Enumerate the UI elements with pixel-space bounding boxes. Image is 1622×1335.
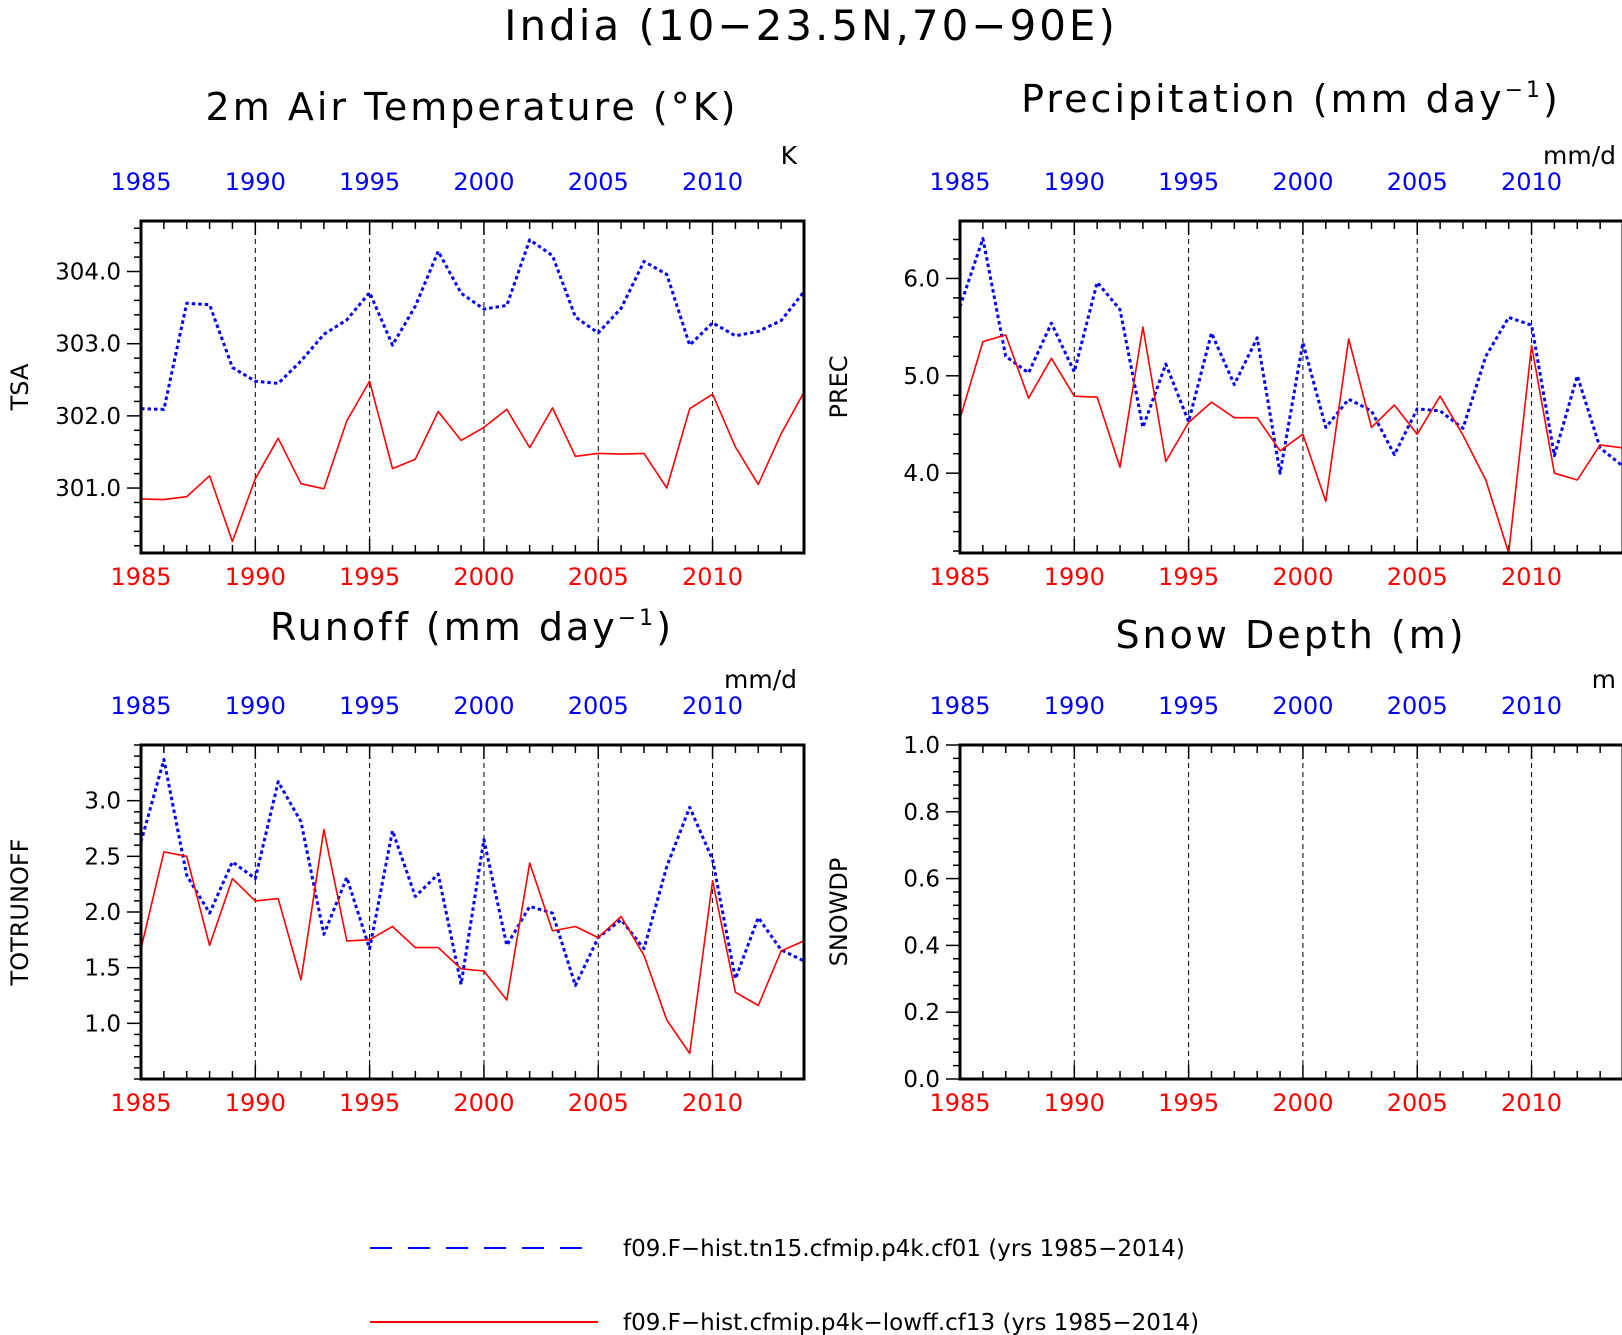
- x-tick-label-bottom: 2005: [1387, 1089, 1448, 1117]
- y-tick-label: 0.6: [903, 867, 940, 893]
- units-label: mm/d: [724, 665, 797, 694]
- panel-precipitation: Precipitation (mm day−1) mm/d PREC 1985 1985…: [825, 77, 1622, 591]
- y-tick-label: 6.0: [903, 266, 940, 292]
- x-tick-label-top: 1990: [225, 168, 286, 196]
- y-tick-label: 4.0: [903, 461, 940, 487]
- x-tick-label-bottom: 1985: [929, 563, 990, 591]
- x-tick-label-top: 2000: [1272, 168, 1333, 196]
- y-tick-label: 302.0: [55, 404, 121, 430]
- x-tick-label-bottom: 2000: [453, 1089, 514, 1117]
- y-tick-label: 3.0: [84, 789, 121, 815]
- y-tick-label: 1.0: [903, 733, 940, 759]
- x-tick-label-bottom: 2000: [453, 563, 514, 591]
- x-tick-label-bottom: 1995: [1158, 1089, 1219, 1117]
- units-label: mm/d: [1543, 141, 1616, 170]
- x-tick-label-bottom: 1985: [110, 563, 171, 591]
- x-tick-label-top: 1985: [929, 692, 990, 720]
- units-label: K: [781, 141, 798, 170]
- x-tick-label-top: 2000: [1272, 692, 1333, 720]
- x-tick-label-top: 1990: [225, 692, 286, 720]
- x-tick-label-top: 2010: [1501, 168, 1562, 196]
- panel-title: 2m Air Temperature (°K): [206, 85, 739, 129]
- x-tick-label-bottom: 1995: [339, 1089, 400, 1117]
- x-tick-label-bottom: 2000: [1272, 563, 1333, 591]
- panel-snow-depth: Snow Depth (m) m SNOWDP 1985 1985 1990 1990 199…: [825, 613, 1622, 1117]
- y-tick-label: 301.0: [55, 476, 121, 502]
- x-tick-label-top: 1985: [929, 168, 990, 196]
- x-tick-label-bottom: 2010: [682, 563, 743, 591]
- x-tick-label-top: 2000: [453, 168, 514, 196]
- y-tick-label: 5.0: [903, 364, 940, 390]
- x-tick-label-top: 1995: [339, 168, 400, 196]
- x-tick-label-top: 2000: [453, 692, 514, 720]
- panel-title: Snow Depth (m): [1115, 613, 1466, 657]
- y-tick-label: 2.5: [84, 844, 121, 870]
- x-tick-label-top: 2010: [682, 692, 743, 720]
- x-tick-label-bottom: 1990: [1044, 563, 1105, 591]
- series-line-red: [959, 326, 1622, 554]
- y-tick-label: 0.2: [903, 1000, 940, 1026]
- y-tick-label: 0.4: [903, 933, 940, 959]
- x-tick-label-top: 1985: [110, 692, 171, 720]
- x-tick-label-top: 1990: [1044, 168, 1105, 196]
- y-axis-label: TOTRUNOFF: [6, 839, 34, 987]
- x-tick-label-top: 1995: [339, 692, 400, 720]
- plot-frame: [139, 743, 806, 1081]
- y-axis-label: SNOWDP: [825, 858, 853, 967]
- series-line-red: [140, 380, 805, 543]
- x-tick-label-bottom: 2010: [1501, 563, 1562, 591]
- x-tick-label-bottom: 1995: [339, 563, 400, 591]
- x-tick-label-bottom: 2010: [1501, 1089, 1562, 1117]
- x-tick-label-bottom: 1985: [929, 1089, 990, 1117]
- x-tick-label-top: 2005: [568, 692, 629, 720]
- legend-label-red: f09.F−hist.cfmip.p4k−lowff.cf13 (yrs 198…: [623, 1310, 1199, 1335]
- x-tick-label-top: 1990: [1044, 692, 1105, 720]
- x-tick-label-bottom: 2005: [568, 563, 629, 591]
- panel-runoff: Runoff (mm day−1) mm/d TOTRUNOFF 1985 1985 19…: [6, 605, 806, 1117]
- x-tick-label-top: 1995: [1158, 692, 1219, 720]
- x-tick-label-bottom: 2005: [568, 1089, 629, 1117]
- series-line-red: [140, 828, 805, 1055]
- y-axis-label: PREC: [825, 355, 853, 418]
- x-tick-label-top: 2010: [682, 168, 743, 196]
- x-tick-label-top: 1995: [1158, 168, 1219, 196]
- y-axis-label: TSA: [6, 363, 34, 411]
- x-tick-label-bottom: 2000: [1272, 1089, 1333, 1117]
- plot-frame: [139, 219, 806, 555]
- y-tick-label: 0.0: [903, 1067, 940, 1093]
- panel-title: Precipitation (mm day−1): [1021, 77, 1561, 121]
- series-line-blue: [140, 238, 806, 411]
- units-label: m: [1592, 665, 1616, 694]
- series-line-blue: [139, 758, 805, 987]
- x-tick-label-top: 2005: [1387, 168, 1448, 196]
- y-tick-label: 303.0: [55, 332, 121, 358]
- x-tick-label-bottom: 2010: [682, 1089, 743, 1117]
- x-tick-label-bottom: 1990: [225, 563, 286, 591]
- x-tick-label-top: 2010: [1501, 692, 1562, 720]
- y-tick-label: 1.5: [84, 956, 121, 982]
- legend-label-blue: f09.F−hist.tn15.cfmip.p4k.cf01 (yrs 1985…: [623, 1236, 1185, 1262]
- x-tick-label-top: 2005: [1387, 692, 1448, 720]
- panel-air-temperature: 2m Air Temperature (°K) K TSA 1985 1985 1990 1…: [6, 85, 806, 591]
- series-line-blue: [958, 237, 1622, 475]
- x-tick-label-bottom: 1990: [225, 1089, 286, 1117]
- y-tick-label: 1.0: [84, 1011, 121, 1037]
- y-tick-label: 0.8: [903, 800, 940, 826]
- x-tick-label-top: 1985: [110, 168, 171, 196]
- x-tick-label-top: 2005: [568, 168, 629, 196]
- panel-title: Runoff (mm day−1): [270, 605, 674, 649]
- x-tick-label-bottom: 1990: [1044, 1089, 1105, 1117]
- x-tick-label-bottom: 1985: [110, 1089, 171, 1117]
- plot-frame: [958, 743, 1622, 1081]
- y-tick-label: 2.0: [84, 900, 121, 926]
- figure-title: India (10−23.5N,70−90E): [504, 1, 1118, 50]
- x-tick-label-bottom: 1995: [1158, 563, 1219, 591]
- x-tick-label-bottom: 2005: [1387, 563, 1448, 591]
- legend: f09.F−hist.tn15.cfmip.p4k.cf01 (yrs 1985…: [370, 1236, 1199, 1335]
- plot-frame: [958, 219, 1622, 555]
- y-tick-label: 304.0: [55, 260, 121, 286]
